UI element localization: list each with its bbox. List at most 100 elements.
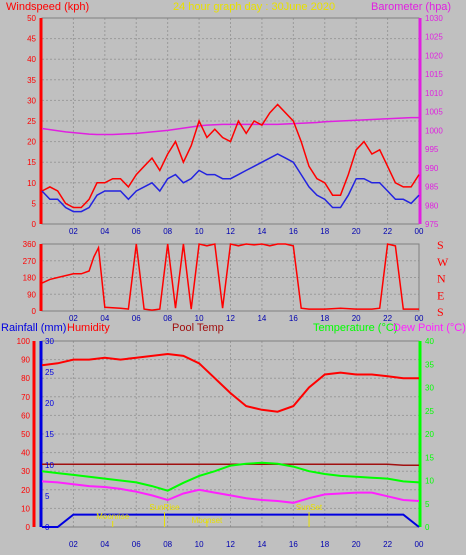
windspeed-axis-label: Windspeed (kph) bbox=[6, 1, 89, 13]
x-tick-label: 06 bbox=[132, 540, 141, 549]
x-tick-label: 10 bbox=[195, 227, 204, 236]
x-tick-label: 08 bbox=[163, 314, 172, 323]
wind-tick-label: 15 bbox=[27, 158, 36, 167]
temp-tick-label: 35 bbox=[425, 360, 434, 369]
temp-tick-label: 10 bbox=[425, 477, 434, 486]
direction-tick-label: 360 bbox=[23, 240, 37, 249]
baro-tick-label: 1015 bbox=[425, 70, 443, 79]
gust-line bbox=[41, 103, 420, 209]
baro-tick-label: 995 bbox=[425, 145, 439, 154]
temp-tick-label: 40 bbox=[425, 337, 434, 346]
baro-tick-label: 1005 bbox=[425, 108, 443, 117]
wind-tick-label: 50 bbox=[27, 14, 36, 23]
rain-tick-label: 0 bbox=[45, 523, 50, 532]
barometer-line bbox=[41, 116, 419, 136]
x-tick-label: 10 bbox=[195, 540, 204, 549]
temp-tick-label: 5 bbox=[425, 500, 430, 509]
temperature-label: Temperature (°C) bbox=[313, 322, 397, 334]
x-tick-label: 20 bbox=[352, 540, 361, 549]
rain-tick-label: 5 bbox=[45, 492, 50, 501]
x-tick-label: 18 bbox=[320, 540, 329, 549]
annotation-label: SunSet bbox=[296, 503, 323, 512]
humidity-tick-label: 0 bbox=[26, 523, 31, 532]
rain-tick-label: 20 bbox=[45, 399, 54, 408]
x-tick-label: 00 bbox=[415, 227, 424, 236]
x-tick-label: 16 bbox=[289, 540, 298, 549]
x-tick-label: 20 bbox=[352, 314, 361, 323]
series-lines bbox=[41, 103, 420, 528]
x-tick-label: 18 bbox=[320, 314, 329, 323]
compass-label: N bbox=[437, 272, 446, 286]
wind-tick-label: 45 bbox=[27, 35, 36, 44]
baro-tick-label: 1025 bbox=[425, 33, 443, 42]
x-tick-label: 04 bbox=[100, 227, 109, 236]
humidity-tick-label: 60 bbox=[21, 411, 30, 420]
dewpoint-label: Dew Point (°C) bbox=[393, 322, 466, 334]
compass-label: S bbox=[437, 238, 444, 252]
direction-tick-label: 90 bbox=[27, 290, 36, 299]
wind-tick-label: 35 bbox=[27, 76, 36, 85]
humidity-tick-label: 100 bbox=[17, 337, 31, 346]
x-tick-label: 06 bbox=[132, 227, 141, 236]
rainfall-label: Rainfall (mm) bbox=[1, 322, 66, 334]
wind-tick-label: 25 bbox=[27, 117, 36, 126]
x-tick-label: 12 bbox=[226, 314, 235, 323]
x-tick-label: 16 bbox=[289, 227, 298, 236]
humidity-tick-label: 40 bbox=[21, 449, 30, 458]
humidity-tick-label: 70 bbox=[21, 393, 30, 402]
x-tick-label: 14 bbox=[257, 314, 266, 323]
x-tick-label: 08 bbox=[163, 540, 172, 549]
wind-tick-label: 10 bbox=[27, 179, 36, 188]
plot-frames bbox=[32, 17, 422, 528]
pool-temp-line bbox=[42, 463, 419, 466]
wind-tick-label: 0 bbox=[32, 220, 37, 229]
x-tick-label: 02 bbox=[69, 227, 78, 236]
x-tick-label: 12 bbox=[226, 540, 235, 549]
x-tick-label: 12 bbox=[226, 227, 235, 236]
humidity-tick-label: 10 bbox=[21, 504, 30, 513]
grid-lines bbox=[42, 17, 420, 528]
direction-tick-label: 270 bbox=[23, 257, 37, 266]
wind-tick-label: 40 bbox=[27, 55, 36, 64]
baro-tick-label: 1020 bbox=[425, 51, 443, 60]
barometer-axis-label: Barometer (hpa) bbox=[371, 1, 451, 13]
temperature-line bbox=[41, 461, 420, 492]
chart-title: 24 hour graph day : 30June 2020 bbox=[173, 1, 335, 13]
baro-tick-label: 990 bbox=[425, 164, 439, 173]
x-tick-label: 22 bbox=[383, 540, 392, 549]
baro-tick-label: 1000 bbox=[425, 126, 443, 135]
compass-label: E bbox=[437, 288, 444, 302]
temp-tick-label: 0 bbox=[425, 523, 430, 532]
wind-tick-label: 30 bbox=[27, 96, 36, 105]
x-tick-label: 14 bbox=[257, 540, 266, 549]
rain-tick-label: 15 bbox=[45, 430, 54, 439]
humidity-tick-label: 90 bbox=[21, 356, 30, 365]
x-tick-label: 00 bbox=[415, 540, 424, 549]
x-tick-label: 10 bbox=[195, 314, 204, 323]
humidity-line bbox=[41, 352, 419, 413]
x-tick-label: 14 bbox=[257, 227, 266, 236]
dewpoint-line bbox=[41, 480, 420, 504]
rain-tick-label: 10 bbox=[45, 461, 54, 470]
direction-tick-label: 180 bbox=[23, 274, 37, 283]
x-tick-label: 16 bbox=[289, 314, 298, 323]
baro-tick-label: 1030 bbox=[425, 14, 443, 23]
x-tick-label: 02 bbox=[69, 540, 78, 549]
x-tick-label: 04 bbox=[100, 540, 109, 549]
temp-tick-label: 30 bbox=[425, 384, 434, 393]
humidity-tick-label: 50 bbox=[21, 430, 30, 439]
x-tick-label: 02 bbox=[69, 314, 78, 323]
x-tick-label: 04 bbox=[100, 314, 109, 323]
tick-labels: 0202020404040606060808081010101212121414… bbox=[17, 14, 449, 549]
direction-line bbox=[41, 243, 419, 311]
temp-tick-label: 25 bbox=[425, 407, 434, 416]
wind-tick-label: 20 bbox=[27, 138, 36, 147]
humidity-tick-label: 20 bbox=[21, 486, 30, 495]
rain-tick-label: 30 bbox=[45, 337, 54, 346]
annotation-label: SunRise bbox=[149, 503, 180, 512]
baro-tick-label: 1010 bbox=[425, 89, 443, 98]
x-tick-label: 18 bbox=[320, 227, 329, 236]
x-tick-label: 20 bbox=[352, 227, 361, 236]
x-tick-label: 22 bbox=[383, 314, 392, 323]
